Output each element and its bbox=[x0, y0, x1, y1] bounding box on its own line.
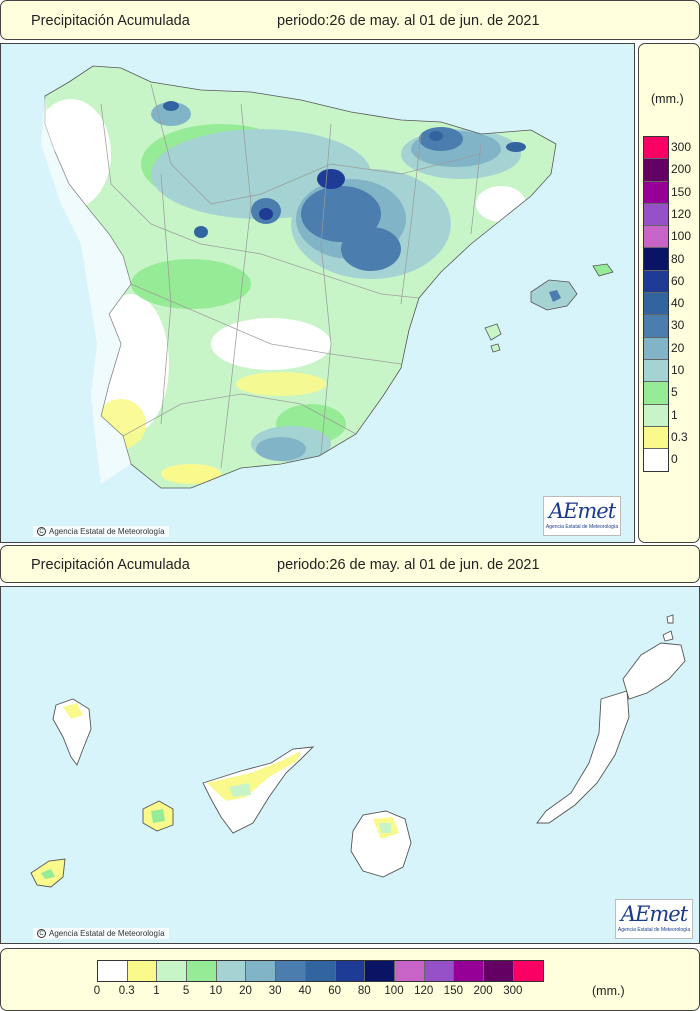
legend-swatch-h-5 bbox=[187, 961, 217, 981]
legend-label-h-200: 200 bbox=[473, 985, 493, 997]
legend-label-200: 200 bbox=[671, 162, 692, 177]
legend-swatch-h-100 bbox=[394, 961, 425, 981]
legend-label-h-0.3: 0.3 bbox=[118, 985, 135, 997]
legend-label-h-120: 120 bbox=[414, 985, 434, 997]
legend-label-h-0: 0 bbox=[93, 985, 101, 997]
legend-swatch-0 bbox=[644, 449, 668, 472]
legend-units-horizontal: (mm.) bbox=[592, 984, 625, 998]
legend-swatch-h-10 bbox=[216, 961, 247, 981]
credit-top: C Agencia Estatal de Meteorología bbox=[33, 526, 169, 537]
legend-label-30: 30 bbox=[671, 318, 685, 333]
fuerteventura bbox=[536, 690, 630, 824]
legend-swatch-150 bbox=[644, 181, 668, 204]
legend-swatch-80 bbox=[644, 248, 668, 271]
legend-label-h-10: 10 bbox=[209, 985, 223, 997]
canary-islands-map: C Agencia Estatal de Meteorología AEmet … bbox=[0, 586, 700, 944]
legend-swatch-h-40 bbox=[305, 961, 336, 981]
legend-swatch-h-300 bbox=[513, 961, 544, 981]
copyright-icon: C bbox=[37, 527, 46, 536]
copyright-icon: C bbox=[37, 929, 46, 938]
legend-swatch-60 bbox=[644, 270, 668, 294]
legend-swatch-h-80 bbox=[365, 961, 395, 981]
legend-label-60: 60 bbox=[671, 273, 685, 288]
legend-swatch-h-0.3 bbox=[127, 961, 158, 981]
legend-swatch-30 bbox=[644, 315, 668, 338]
legend-label-h-30: 30 bbox=[268, 985, 282, 997]
peninsula-map: C Agencia Estatal de Meteorología AEmet … bbox=[0, 43, 635, 543]
vertical-color-scale bbox=[643, 136, 669, 473]
legend-swatch-200 bbox=[644, 159, 668, 182]
legend-swatch-h-150 bbox=[454, 961, 484, 981]
aemet-logo-subtitle: Agencia Estatal de Meteorología bbox=[545, 524, 619, 530]
canarias-map-title: Precipitación Acumulada bbox=[31, 557, 190, 573]
legend-units-vertical: (mm.) bbox=[651, 92, 684, 106]
legend-label-80: 80 bbox=[671, 251, 685, 266]
bottom-title-bar: Precipitación Acumulada periodo:26 de ma… bbox=[0, 545, 700, 583]
legend-label-0: 0 bbox=[671, 452, 678, 467]
legend-swatch-40 bbox=[644, 293, 668, 316]
legend-label-h-60: 60 bbox=[328, 985, 341, 997]
legend-label-0.3: 0.3 bbox=[671, 429, 688, 444]
aemet-logo-subtitle: Agencia Estatal de Meteorología bbox=[617, 927, 691, 933]
legend-swatch-h-200 bbox=[483, 961, 514, 981]
legend-swatch-300 bbox=[644, 137, 668, 160]
legend-label-h-80: 80 bbox=[357, 985, 371, 997]
map-title: Precipitación Acumulada bbox=[31, 13, 190, 29]
legend-swatch-10 bbox=[644, 359, 668, 383]
legend-swatch-120 bbox=[644, 203, 668, 227]
credit-text: Agencia Estatal de Meteorología bbox=[49, 527, 165, 536]
legend-label-20: 20 bbox=[671, 340, 685, 355]
aemet-logo-text: AEmet bbox=[620, 902, 688, 926]
legend-label-120: 120 bbox=[671, 206, 692, 221]
legend-label-5: 5 bbox=[671, 385, 678, 400]
legend-label-150: 150 bbox=[671, 184, 692, 199]
top-title-bar: Precipitación Acumulada periodo:26 de ma… bbox=[0, 0, 700, 40]
legend-label-h-5: 5 bbox=[182, 985, 190, 997]
legend-swatch-100 bbox=[644, 226, 668, 249]
horizontal-color-scale bbox=[97, 960, 545, 982]
legend-label-h-20: 20 bbox=[239, 985, 252, 997]
legend-label-10: 10 bbox=[671, 363, 685, 377]
legend-label-40: 40 bbox=[671, 296, 685, 311]
legend-swatch-h-0 bbox=[98, 961, 128, 981]
legend-label-h-100: 100 bbox=[384, 985, 404, 997]
legend-swatch-h-20 bbox=[246, 961, 277, 981]
legend-label-100: 100 bbox=[671, 229, 692, 244]
legend-swatch-h-120 bbox=[424, 961, 455, 981]
menorca bbox=[592, 263, 614, 277]
legend-swatch-5 bbox=[644, 382, 668, 405]
legend-swatch-20 bbox=[644, 337, 668, 360]
legend-label-h-300: 300 bbox=[503, 985, 523, 997]
canarias-map-period: periodo:26 de may. al 01 de jun. de 2021 bbox=[277, 557, 540, 573]
legend-label-h-150: 150 bbox=[443, 985, 463, 997]
canary-islands-graphic bbox=[30, 614, 686, 888]
ibiza bbox=[484, 323, 502, 341]
credit-bottom: C Agencia Estatal de Meteorología bbox=[33, 928, 169, 939]
aemet-logo-bottom: AEmet Agencia Estatal de Meteorología bbox=[615, 899, 693, 939]
legend-label-1: 1 bbox=[671, 407, 678, 422]
peninsula-map-graphic bbox=[41, 65, 614, 489]
legend-swatch-h-30 bbox=[276, 961, 306, 981]
legend-label-300: 300 bbox=[671, 140, 692, 154]
map-period: periodo:26 de may. al 01 de jun. de 2021 bbox=[277, 13, 540, 29]
tenerife bbox=[202, 746, 315, 834]
legend-swatch-1 bbox=[644, 404, 668, 427]
aemet-logo-text: AEmet bbox=[548, 499, 616, 523]
credit-text: Agencia Estatal de Meteorología bbox=[49, 929, 165, 938]
legend-swatch-0.3 bbox=[644, 426, 668, 450]
aemet-logo-top: AEmet Agencia Estatal de Meteorología bbox=[543, 496, 621, 536]
legend-swatch-h-1 bbox=[157, 961, 188, 981]
legend-label-h-40: 40 bbox=[298, 985, 312, 997]
legend-swatch-h-60 bbox=[335, 961, 366, 981]
legend-label-h-1: 1 bbox=[153, 985, 160, 997]
lanzarote bbox=[622, 642, 686, 700]
